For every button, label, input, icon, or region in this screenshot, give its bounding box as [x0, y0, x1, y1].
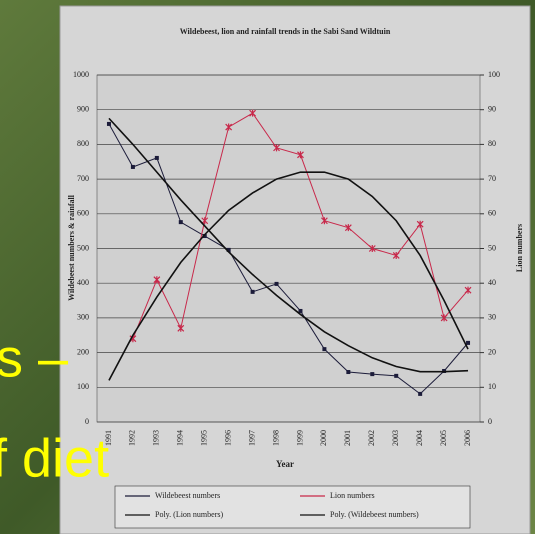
x-tick-label: 1993	[152, 430, 161, 446]
x-tick-label: 2006	[463, 430, 472, 446]
point	[153, 276, 161, 284]
x-tick-label: 1992	[128, 430, 137, 446]
y2-tick-label: 30	[488, 313, 496, 322]
point	[320, 217, 328, 225]
point	[274, 281, 279, 286]
y2-tick-label: 100	[488, 70, 500, 79]
point	[226, 247, 231, 252]
series-line	[108, 117, 469, 373]
chart-title: Wildebeest, lion and rainfall trends in …	[180, 27, 391, 36]
x-axis-label: Year	[276, 459, 294, 469]
y2-tick-label: 90	[488, 105, 496, 114]
y-tick-label: 400	[77, 278, 89, 287]
y2-tick-label: 80	[488, 139, 496, 148]
point	[344, 224, 352, 232]
slide-text: f diet	[0, 428, 109, 488]
y2-tick-label: 60	[488, 209, 496, 218]
y-tick-label: 900	[77, 105, 89, 114]
point	[250, 289, 255, 294]
legend-label: Poly. (Wildebeest numbers)	[330, 510, 419, 519]
point	[418, 391, 423, 396]
point	[297, 151, 304, 159]
x-tick-label: 2005	[439, 430, 448, 446]
y-tick-label: 1000	[73, 70, 89, 79]
y-tick-label: 700	[77, 174, 89, 183]
y2-tick-label: 10	[488, 382, 496, 391]
y2-tick-label: 0	[488, 417, 492, 426]
x-tick-label: 1991	[104, 430, 113, 446]
y2-tick-label: 70	[488, 174, 496, 183]
x-tick-label: 2002	[367, 430, 376, 446]
y2-tick-label: 20	[488, 347, 496, 356]
x-tick-label: 1998	[271, 430, 280, 446]
y-tick-label: 200	[77, 347, 89, 356]
point	[368, 245, 376, 252]
y-tick-label: 800	[77, 139, 89, 148]
x-tick-label: 2004	[415, 430, 424, 446]
x-tick-label: 1996	[223, 430, 232, 446]
series-line	[108, 171, 469, 381]
x-tick-label: 1995	[200, 430, 209, 446]
y-tick-label: 500	[77, 243, 89, 252]
point	[394, 373, 399, 378]
y-tick-label: 600	[77, 209, 89, 218]
x-tick-label: 1997	[247, 430, 256, 446]
point	[370, 372, 375, 377]
y-tick-label: 300	[77, 313, 89, 322]
point	[225, 123, 233, 131]
x-tick-label: 1994	[176, 430, 185, 446]
point	[322, 347, 327, 352]
point	[440, 314, 448, 322]
point	[178, 220, 183, 225]
point	[466, 340, 471, 345]
point	[130, 164, 135, 169]
slide-text: s –	[0, 328, 68, 388]
legend-box	[114, 485, 471, 529]
legend-label: Poly. (Lion numbers)	[155, 510, 223, 519]
y-tick-label: 0	[85, 417, 89, 426]
point	[202, 234, 207, 239]
y2-tick-label: 50	[488, 243, 496, 252]
y2-tick-label: 40	[488, 278, 496, 287]
x-tick-label: 1999	[295, 430, 304, 446]
y-tick-label: 100	[77, 382, 89, 391]
legend-label: Lion numbers	[330, 491, 375, 500]
x-tick-label: 2000	[319, 430, 328, 446]
point	[416, 220, 424, 228]
point	[346, 370, 351, 375]
point	[464, 286, 472, 294]
point	[106, 121, 111, 126]
point	[273, 144, 280, 152]
series-line	[108, 123, 469, 395]
y-axis-label: Wildebeest numbers & rainfall	[67, 194, 76, 301]
legend-label: Wildebeest numbers	[155, 491, 220, 500]
point	[177, 324, 185, 332]
point	[249, 109, 257, 117]
y2-axis-label: Lion numbers	[515, 224, 524, 272]
x-tick-label: 2003	[391, 430, 400, 446]
x-tick-label: 2001	[343, 430, 352, 446]
point	[392, 251, 400, 259]
point	[154, 155, 159, 160]
point	[298, 308, 303, 313]
